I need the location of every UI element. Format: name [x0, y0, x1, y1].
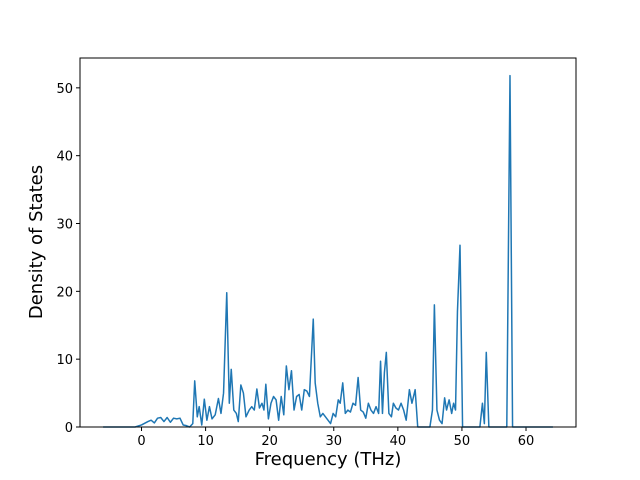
y-tick-label: 50 — [56, 82, 73, 97]
y-tick-label: 10 — [56, 353, 73, 368]
y-tick-label: 0 — [65, 421, 73, 436]
y-tick-label: 30 — [56, 218, 73, 233]
x-tick-label: 50 — [454, 434, 471, 449]
y-tick-label: 20 — [56, 285, 73, 300]
x-tick-label: 60 — [518, 434, 535, 449]
y-tick-label: 40 — [56, 150, 73, 165]
x-tick-label: 40 — [390, 434, 407, 449]
x-tick-label: 10 — [197, 434, 214, 449]
plot-frame — [79, 57, 577, 428]
x-tick-label: 30 — [325, 434, 342, 449]
y-axis-label: Density of States — [26, 165, 47, 319]
line — [103, 74, 553, 428]
x-tick-label: 0 — [137, 434, 145, 449]
x-tick-label: 20 — [261, 434, 278, 449]
x-axis-label: Frequency (THz) — [255, 449, 402, 470]
